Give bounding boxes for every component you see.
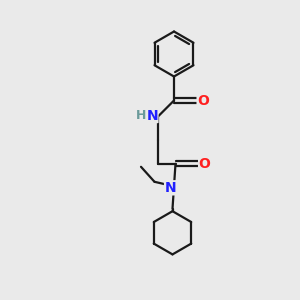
Text: O: O xyxy=(197,94,209,107)
Text: N: N xyxy=(165,181,176,195)
Text: N: N xyxy=(146,109,158,122)
Text: O: O xyxy=(199,157,211,171)
Text: H: H xyxy=(136,109,146,122)
